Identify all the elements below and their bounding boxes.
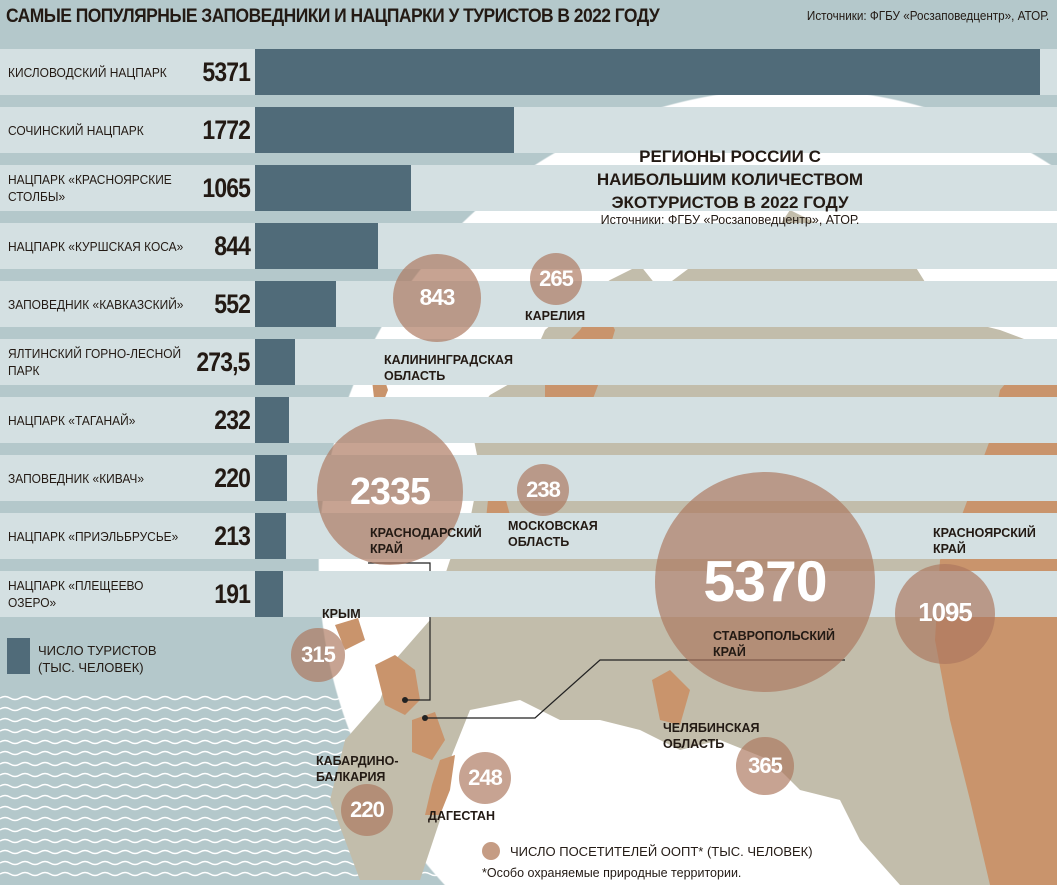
bar-row: ЗАПОВЕДНИК «КАВКАЗСКИЙ» 552: [0, 281, 1057, 327]
region-label: МОСКОВСКАЯ ОБЛАСТЬ: [508, 519, 598, 549]
region-bubble: 265: [530, 253, 582, 305]
chart-title: САМЫЕ ПОПУЛЯРНЫЕ ЗАПОВЕДНИКИ И НАЦПАРКИ …: [6, 6, 660, 27]
footnote: *Особо охраняемые природные территории.: [482, 866, 742, 880]
bar-value-label: 1065: [202, 172, 251, 203]
bubble-value: 1095: [918, 599, 972, 628]
bubble-value: 315: [301, 641, 336, 667]
bar-row: СОЧИНСКИЙ НАЦПАРК 1772: [0, 107, 1057, 153]
bar-track: [0, 281, 1057, 327]
bar-row: ЯЛТИНСКИЙ ГОРНО-ЛЕСНОЙ ПАРК 273,5: [0, 339, 1057, 385]
dagestan-region: [425, 755, 455, 815]
region-bubble: 248: [459, 752, 511, 804]
bar: [255, 281, 336, 327]
bar-value-label: 552: [214, 288, 251, 319]
bar: [255, 571, 283, 617]
region-label: КРАСНОЯРСКИЙ КРАЙ: [933, 526, 1036, 556]
bar: [255, 107, 514, 153]
region-label: КАЛИНИНГРАДСКАЯ ОБЛАСТЬ: [384, 353, 513, 383]
bar-label: ЯЛТИНСКИЙ ГОРНО-ЛЕСНОЙ ПАРК: [8, 346, 182, 378]
bar-row: НАЦПАРК «ПРИЭЛЬБРУСЬЕ» 213: [0, 513, 1057, 559]
bar: [255, 49, 1040, 95]
map-legend-label: ЧИСЛО ПОСЕТИТЕЛЕЙ ООПТ* (ТЫС. ЧЕЛОВЕК): [510, 843, 813, 859]
bar-row: НАЦПАРК «КУРШСКАЯ КОСА» 844: [0, 223, 1057, 269]
region-bubble: 315: [291, 628, 345, 682]
bar: [255, 165, 411, 211]
legend-bubble-swatch: [482, 842, 500, 860]
region-label: КАРЕЛИЯ: [525, 309, 586, 323]
bar-track: [0, 513, 1057, 559]
region-label: КАБАРДИНО-БАЛКАРИЯ: [316, 754, 399, 784]
map-legend: ЧИСЛО ПОСЕТИТЕЛЕЙ ООПТ* (ТЫС. ЧЕЛОВЕК): [482, 842, 813, 860]
bar-value-label: 232: [214, 404, 251, 435]
region-label: КРЫМ: [322, 607, 361, 621]
region-bubble: 238: [517, 464, 569, 516]
bar: [255, 339, 295, 385]
region-label: КРАСНОДАРСКИЙ КРАЙ: [370, 526, 482, 556]
bar-label: СОЧИНСКИЙ НАЦПАРК: [8, 122, 144, 138]
bar-track: [0, 339, 1057, 385]
region-bubble: 5370: [655, 472, 875, 692]
bar-label: КИСЛОВОДСКИЙ НАЦПАРК: [8, 64, 167, 80]
region-bubble: 2335: [317, 419, 463, 565]
map-title: РЕГИОНЫ РОССИИ С НАИБОЛЬШИМ КОЛИЧЕСТВОМ …: [596, 147, 864, 212]
map-source: Источники: ФГБУ «Росзаповедцентр», АТОР.: [600, 213, 860, 227]
bubble-value: 5370: [703, 550, 827, 614]
bar-value-label: 220: [214, 462, 251, 493]
bar-row: НАЦПАРК «ПЛЕЩЕЕВО ОЗЕРО» 191: [0, 571, 1057, 617]
bar-value-label: 1772: [202, 114, 251, 145]
bar-value-label: 191: [214, 578, 251, 609]
bar-track: [0, 165, 1057, 211]
bar-label: НАЦПАРК «ПЛЕЩЕЕВО ОЗЕРО»: [8, 578, 144, 610]
bar-label: НАЦПАРК «КУРШСКАЯ КОСА»: [8, 238, 184, 254]
bubble-value: 238: [526, 477, 561, 502]
bubble-value: 843: [419, 284, 456, 311]
region-bubble: 843: [393, 254, 481, 342]
bar-row: НАЦПАРК «КРАСНОЯРСКИЕ СТОЛБЫ» 1065: [0, 165, 1057, 211]
bar: [255, 223, 379, 269]
bar: [255, 455, 288, 501]
region-label: ЧЕЛЯБИНСКАЯ ОБЛАСТЬ: [663, 721, 760, 751]
region-label: ДАГЕСТАН: [428, 809, 495, 823]
bar-value-label: 213: [214, 520, 251, 551]
bubble-value: 365: [748, 752, 783, 778]
bubble-value: 248: [468, 765, 503, 790]
bar-track: [0, 223, 1057, 269]
leader-dot: [422, 715, 428, 721]
crimea-region: [335, 618, 365, 650]
bar-value-label: 5371: [202, 56, 251, 87]
bar: [255, 397, 289, 443]
bar-label: НАЦПАРК «КРАСНОЯРСКИЕ СТОЛБЫ»: [8, 172, 172, 204]
chart-source: Источники: ФГБУ «Росзаповедцентр», АТОР.: [806, 8, 1049, 23]
bar-label: НАЦПАРК «ТАГАНАЙ»: [8, 412, 136, 428]
bar-track: [0, 397, 1057, 443]
bar: [255, 513, 287, 559]
legend-swatch-tourists: [7, 638, 30, 674]
bar-label: НАЦПАРК «ПРИЭЛЬБРУСЬЕ»: [8, 528, 179, 544]
bubble-value: 220: [350, 797, 385, 822]
bar-track: [0, 571, 1057, 617]
chelyabinsk-region: [652, 670, 690, 725]
bar-label: ЗАПОВЕДНИК «КАВКАЗСКИЙ»: [8, 296, 184, 312]
region-bubble: 365: [736, 737, 794, 795]
bar-row: НАЦПАРК «ТАГАНАЙ» 232: [0, 397, 1057, 443]
stavropol-region: [412, 712, 445, 760]
bubble-value: 265: [539, 266, 574, 291]
leader-dot: [402, 697, 408, 703]
bar-label: ЗАПОВЕДНИК «КИВАЧ»: [8, 470, 145, 486]
bar-value-label: 273,5: [196, 346, 251, 377]
bar-track: [0, 107, 1057, 153]
region-bubble: 220: [341, 784, 393, 836]
legend-label-tourists: ЧИСЛО ТУРИСТОВ (ТЫС. ЧЕЛОВЕК): [38, 643, 157, 675]
bar-value-label: 844: [214, 230, 251, 261]
region-label: СТАВРОПОЛЬСКИЙ КРАЙ: [713, 629, 835, 659]
bubble-value: 2335: [350, 470, 431, 513]
bar-row: КИСЛОВОДСКИЙ НАЦПАРК 5371: [0, 49, 1057, 95]
region-bubble: 1095: [895, 564, 995, 664]
